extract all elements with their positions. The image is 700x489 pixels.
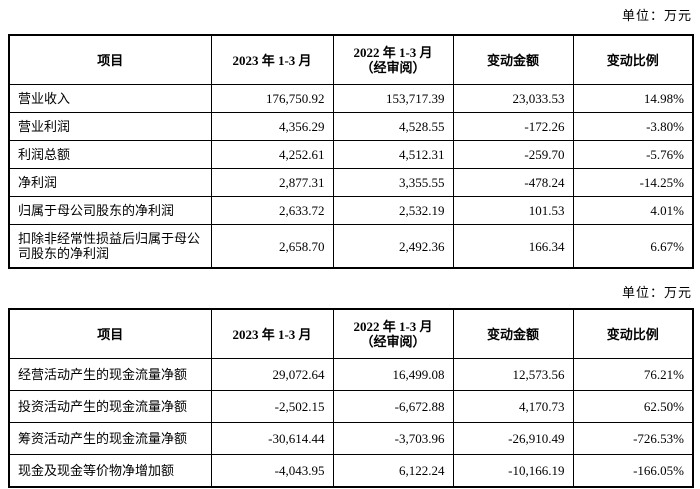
change-amount: 4,170.73: [452, 390, 574, 423]
table-row: 经营活动产生的现金流量净额 29,072.64 16,499.08 12,573…: [8, 358, 694, 391]
row-label: 投资活动产生的现金流量净额: [8, 390, 212, 423]
change-ratio: 14.98%: [572, 84, 694, 113]
value-2022: 6,122.24: [332, 454, 454, 488]
table-row: 归属于母公司股东的净利润 2,633.72 2,532.19 101.53 4.…: [8, 196, 694, 225]
change-ratio: -5.76%: [572, 140, 694, 169]
value-2022: 4,528.55: [332, 112, 454, 141]
value-2022: -6,672.88: [332, 390, 454, 423]
value-2022: 16,499.08: [332, 358, 454, 391]
unit-label-bottom: 单位：万元: [621, 285, 692, 300]
table-row: 现金及现金等价物净增加额 -4,043.95 6,122.24 -10,166.…: [8, 454, 694, 488]
row-label: 利润总额: [8, 140, 212, 169]
value-2022: 153,717.39: [332, 84, 454, 113]
value-2022: 4,512.31: [332, 140, 454, 169]
table-row: 投资活动产生的现金流量净额 -2,502.15 -6,672.88 4,170.…: [8, 390, 694, 423]
value-2022: 2,532.19: [332, 196, 454, 225]
value-2023: 2,633.72: [210, 196, 334, 225]
value-2023: -2,502.15: [210, 390, 334, 423]
change-ratio: -14.25%: [572, 168, 694, 197]
row-label: 现金及现金等价物净增加额: [8, 454, 212, 488]
header-change-ratio: 变动比例: [572, 34, 694, 85]
cash-flow-table: 项目 2023 年 1-3 月 2022 年 1-3 月 （经审阅） 变动金额 …: [8, 308, 694, 488]
value-2023: 2,877.31: [210, 168, 334, 197]
row-label: 营业利润: [8, 112, 212, 141]
header-2023: 2023 年 1-3 月: [210, 34, 334, 85]
header-2022-line2: （经审阅）: [360, 334, 426, 349]
row-label: 经营活动产生的现金流量净额: [8, 358, 212, 391]
change-amount: 23,033.53: [452, 84, 574, 113]
header-2022-line2: （经审阅）: [360, 60, 426, 75]
header-item: 项目: [8, 308, 212, 359]
row-label: 归属于母公司股东的净利润: [8, 196, 212, 225]
change-ratio: -726.53%: [572, 422, 694, 455]
change-ratio: 62.50%: [572, 390, 694, 423]
table-row: 筹资活动产生的现金流量净额 -30,614.44 -3,703.96 -26,9…: [8, 422, 694, 455]
value-2023: 29,072.64: [210, 358, 334, 391]
value-2023: -30,614.44: [210, 422, 334, 455]
header-change-amount: 变动金额: [452, 34, 574, 85]
table-row: 利润总额 4,252.61 4,512.31 -259.70 -5.76%: [8, 140, 694, 169]
table-row: 净利润 2,877.31 3,355.55 -478.24 -14.25%: [8, 168, 694, 197]
change-ratio: 76.21%: [572, 358, 694, 391]
row-label: 扣除非经常性损益后归属于母公司股东的净利润: [8, 224, 212, 269]
value-2023: 2,658.70: [210, 224, 334, 269]
header-change-ratio: 变动比例: [572, 308, 694, 359]
header-change-amount: 变动金额: [452, 308, 574, 359]
row-label: 营业收入: [8, 84, 212, 113]
header-item: 项目: [8, 34, 212, 85]
change-amount: -172.26: [452, 112, 574, 141]
change-ratio: -3.80%: [572, 112, 694, 141]
change-amount: -259.70: [452, 140, 574, 169]
table-row: 营业利润 4,356.29 4,528.55 -172.26 -3.80%: [8, 112, 694, 141]
header-2023: 2023 年 1-3 月: [210, 308, 334, 359]
table-header-row: 项目 2023 年 1-3 月 2022 年 1-3 月 （经审阅） 变动金额 …: [8, 34, 694, 85]
change-amount: 12,573.56: [452, 358, 574, 391]
change-amount: -26,910.49: [452, 422, 574, 455]
table-row: 营业收入 176,750.92 153,717.39 23,033.53 14.…: [8, 84, 694, 113]
header-2022-line1: 2022 年 1-3 月: [353, 45, 433, 60]
change-amount: -478.24: [452, 168, 574, 197]
unit-label-top: 单位：万元: [621, 8, 692, 23]
change-ratio: -166.05%: [572, 454, 694, 488]
table-row: 扣除非经常性损益后归属于母公司股东的净利润 2,658.70 2,492.36 …: [8, 224, 694, 269]
header-2022: 2022 年 1-3 月 （经审阅）: [332, 308, 454, 359]
value-2022: -3,703.96: [332, 422, 454, 455]
change-amount: 166.34: [452, 224, 574, 269]
value-2023: 4,252.61: [210, 140, 334, 169]
value-2022: 3,355.55: [332, 168, 454, 197]
value-2023: 4,356.29: [210, 112, 334, 141]
row-label: 净利润: [8, 168, 212, 197]
table-header-row: 项目 2023 年 1-3 月 2022 年 1-3 月 （经审阅） 变动金额 …: [8, 308, 694, 359]
change-amount: 101.53: [452, 196, 574, 225]
value-2023: -4,043.95: [210, 454, 334, 488]
change-amount: -10,166.19: [452, 454, 574, 488]
change-ratio: 6.67%: [572, 224, 694, 269]
income-summary-table: 项目 2023 年 1-3 月 2022 年 1-3 月 （经审阅） 变动金额 …: [8, 34, 694, 269]
value-2022: 2,492.36: [332, 224, 454, 269]
change-ratio: 4.01%: [572, 196, 694, 225]
row-label: 筹资活动产生的现金流量净额: [8, 422, 212, 455]
value-2023: 176,750.92: [210, 84, 334, 113]
header-2022: 2022 年 1-3 月 （经审阅）: [332, 34, 454, 85]
header-2022-line1: 2022 年 1-3 月: [353, 319, 433, 334]
